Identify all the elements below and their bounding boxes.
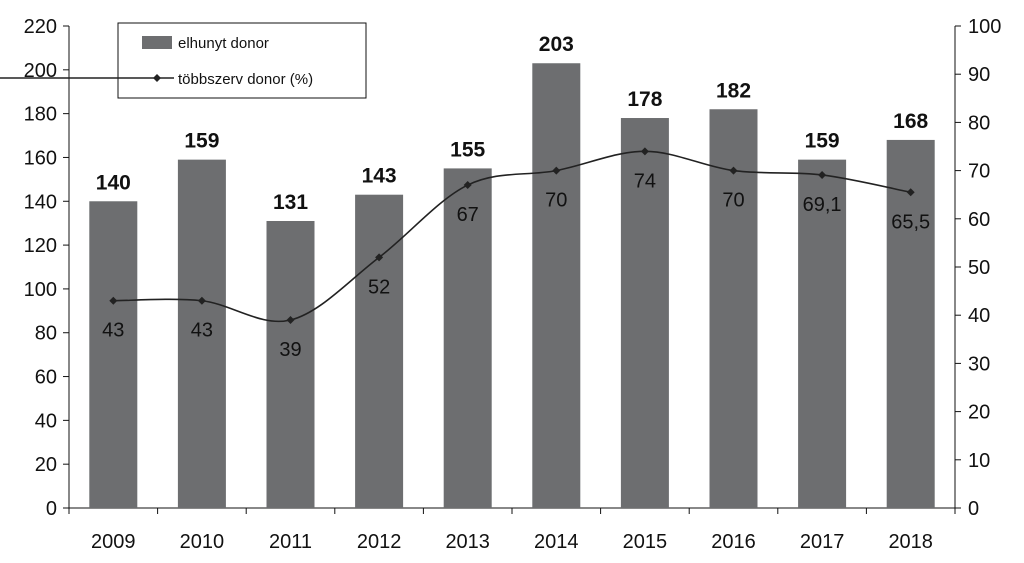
line-point [818,170,827,179]
legend-line-marker [153,74,161,82]
legend-bar-label: elhunyt donor [178,35,269,52]
bar-value-label: 159 [184,130,219,153]
x-tick-label: 2018 [888,531,933,553]
bar [89,201,138,509]
bar-value-label: 131 [273,191,308,214]
bar-value-label: 203 [539,33,574,56]
line-point [640,147,649,156]
right-tick-label: 10 [968,450,990,472]
legend-bar-swatch [142,36,172,49]
line-value-label: 69,1 [803,194,842,216]
left-tick-label: 0 [46,498,57,520]
line-value-label: 65,5 [891,211,930,233]
legend-line-label: többszerv donor (%) [178,71,313,88]
bar-value-label: 143 [362,165,397,188]
left-tick-label: 120 [24,235,57,257]
bar [709,109,758,508]
left-tick-label: 140 [24,191,57,213]
line-value-label: 43 [191,320,213,342]
bar-value-label: 182 [716,79,751,102]
line-point [463,181,472,190]
left-tick-label: 100 [24,279,57,301]
line-value-label: 74 [634,170,656,192]
right-tick-label: 20 [968,402,990,424]
right-tick-label: 100 [968,16,1001,38]
bar-value-label: 155 [450,138,485,161]
left-tick-label: 40 [35,410,57,432]
x-tick-label: 2017 [800,531,845,553]
line-point [286,316,295,325]
x-tick-label: 2012 [357,531,402,553]
bar [798,159,847,509]
bar [266,220,315,508]
right-tick-label: 0 [968,498,979,520]
line-value-label: 70 [722,190,744,212]
bar-value-label: 178 [627,88,662,111]
right-tick-label: 70 [968,161,990,183]
bars-layer [89,63,935,509]
bar [355,194,404,508]
right-tick-label: 80 [968,112,990,134]
line-point [375,253,384,262]
x-tick-label: 2009 [91,531,136,553]
bar [177,159,226,509]
bar-value-label: 159 [805,130,840,153]
line-layer [109,147,915,325]
legend: elhunyt donor többszerv donor (%) [0,22,367,99]
bar-value-label: 140 [96,171,131,194]
line-value-label: 67 [457,204,479,226]
line-point [197,296,206,305]
line-value-label: 43 [102,320,124,342]
x-tick-label: 2011 [269,531,312,553]
left-tick-label: 180 [24,104,57,126]
legend-box [117,22,367,99]
line-point [906,188,915,197]
right-tick-label: 30 [968,353,990,375]
bar [443,168,492,508]
line-value-label: 70 [545,190,567,212]
line-series-path [113,150,911,323]
x-tick-label: 2013 [445,531,490,553]
x-tick-label: 2016 [711,531,756,553]
left-tick-label: 220 [24,16,57,38]
left-tick-label: 200 [24,60,57,82]
axes-layer: 0 20 40 60 80 100 120 140 160 180 200 220 0 10 20 30 40 5… [24,16,1002,553]
left-tick-label: 20 [35,454,57,476]
left-tick-label: 160 [24,147,57,169]
line-value-label: 52 [368,276,390,298]
bar [620,118,669,508]
x-tick-label: 2014 [534,531,579,553]
bar [886,139,935,508]
x-tick-label: 2015 [623,531,668,553]
bar-value-label: 168 [893,110,928,133]
labels-layer: 140 159 131 143 155 203 178 182 159 168 43 43 39 52 67… [96,33,930,361]
line-point [729,166,738,175]
right-tick-label: 40 [968,305,990,327]
line-point [552,166,561,175]
x-tick-label: 2010 [180,531,225,553]
left-tick-label: 80 [35,323,57,345]
line-value-label: 39 [279,339,301,361]
bar [532,63,581,508]
left-tick-label: 60 [35,367,57,389]
right-tick-label: 50 [968,257,990,279]
right-tick-label: 60 [968,209,990,231]
line-point [109,296,118,305]
right-tick-label: 90 [968,64,990,86]
